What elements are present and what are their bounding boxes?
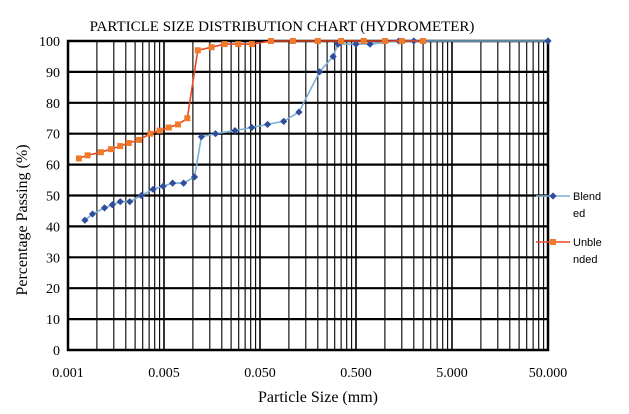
data-point xyxy=(420,38,427,44)
y-tick-label: 70 xyxy=(46,128,60,143)
data-point xyxy=(366,40,374,48)
legend-item: Blend ed xyxy=(536,191,601,220)
data-point xyxy=(338,38,345,44)
data-point xyxy=(398,38,405,44)
x-axis-label: Particle Size (mm) xyxy=(258,389,378,406)
data-point xyxy=(159,182,167,190)
data-point xyxy=(125,139,132,146)
data-point xyxy=(117,143,124,150)
data-point xyxy=(179,179,188,187)
data-point xyxy=(97,149,104,156)
data-point xyxy=(156,127,163,134)
legend-label: ed xyxy=(573,208,585,220)
data-point xyxy=(208,44,215,51)
data-point xyxy=(84,152,91,159)
x-tick-label: 0.500 xyxy=(340,366,372,381)
x-tick-label: 0.050 xyxy=(244,366,276,381)
legend: Blend ed Unble nded xyxy=(536,191,602,266)
data-point xyxy=(248,41,255,48)
data-point xyxy=(221,41,228,48)
data-point xyxy=(169,179,177,187)
data-point xyxy=(360,38,367,44)
data-point xyxy=(147,130,154,137)
x-tick-label: 50.000 xyxy=(529,366,568,381)
data-point xyxy=(315,68,324,76)
series-layer xyxy=(75,37,552,224)
y-tick-label: 90 xyxy=(46,66,60,81)
data-point xyxy=(136,136,143,143)
y-tick-label: 60 xyxy=(46,159,60,174)
data-point xyxy=(107,146,114,153)
data-point xyxy=(108,201,116,209)
x-tick-labels: 0.001 0.005 0.050 0.500 5.000 50.000 xyxy=(52,366,567,381)
data-point xyxy=(165,124,172,131)
data-point xyxy=(352,40,360,48)
data-point xyxy=(267,38,274,44)
data-point xyxy=(149,185,157,193)
x-tick-label: 0.001 xyxy=(52,366,84,381)
data-point xyxy=(116,198,124,206)
data-point xyxy=(194,47,201,54)
data-point xyxy=(81,216,89,224)
y-tick-label: 0 xyxy=(53,344,60,359)
data-point xyxy=(197,133,205,141)
legend-marker xyxy=(549,192,557,200)
legend-label: Unble xyxy=(573,237,602,249)
series-2 xyxy=(75,38,427,162)
data-point xyxy=(100,204,109,212)
data-point xyxy=(175,121,182,128)
data-point xyxy=(334,40,342,48)
data-point xyxy=(184,115,191,122)
data-point xyxy=(329,52,337,61)
series-1 xyxy=(81,37,552,224)
legend-item: Unble nded xyxy=(536,237,602,266)
legend-marker xyxy=(550,239,556,245)
data-point xyxy=(544,37,552,45)
legend-label: Blend xyxy=(573,191,601,203)
data-point xyxy=(289,38,296,44)
data-point xyxy=(88,210,97,218)
data-point xyxy=(75,155,82,162)
y-tick-label: 80 xyxy=(46,97,60,112)
y-tick-label: 10 xyxy=(46,313,60,328)
data-point xyxy=(235,41,242,48)
legend-label: nded xyxy=(573,254,597,266)
data-point xyxy=(231,127,239,135)
data-point xyxy=(190,173,199,181)
y-tick-labels: 0 10 20 30 40 50 60 70 80 90 100 xyxy=(39,35,60,359)
y-tick-label: 30 xyxy=(46,251,60,266)
y-tick-label: 20 xyxy=(46,282,60,297)
data-point xyxy=(280,117,288,125)
data-point xyxy=(211,130,220,138)
data-point xyxy=(381,38,388,44)
grid-layer xyxy=(68,41,548,350)
x-tick-label: 0.005 xyxy=(148,366,180,381)
y-tick-label: 40 xyxy=(46,220,60,235)
data-point xyxy=(314,38,321,44)
y-axis-label: Percentage Passing (%) xyxy=(14,144,31,295)
x-tick-label: 5.000 xyxy=(436,366,468,381)
y-tick-label: 50 xyxy=(46,190,60,205)
data-point xyxy=(248,123,256,132)
data-point xyxy=(126,198,134,206)
data-point xyxy=(264,120,272,129)
y-tick-label: 100 xyxy=(39,35,60,50)
chart-title: PARTICLE SIZE DISTRIBUTION CHART (HYDROM… xyxy=(90,19,475,35)
data-point xyxy=(137,191,145,200)
data-point xyxy=(295,108,303,116)
